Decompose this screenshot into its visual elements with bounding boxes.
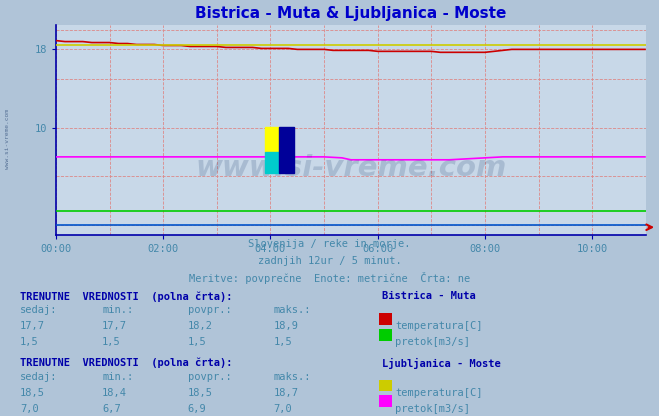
Text: pretok[m3/s]: pretok[m3/s] [395,404,471,414]
Text: 17,7: 17,7 [20,321,45,331]
Text: 18,4: 18,4 [102,388,127,398]
Text: 18,5: 18,5 [188,388,213,398]
Text: 1,5: 1,5 [102,337,121,347]
Text: sedaj:: sedaj: [20,372,57,382]
Text: povpr.:: povpr.: [188,372,231,382]
Text: pretok[m3/s]: pretok[m3/s] [395,337,471,347]
Title: Bistrica - Muta & Ljubljanica - Moste: Bistrica - Muta & Ljubljanica - Moste [195,6,507,21]
Text: Ljubljanica - Moste: Ljubljanica - Moste [382,358,501,369]
Text: www.si-vreme.com: www.si-vreme.com [195,154,507,182]
Text: 1,5: 1,5 [188,337,206,347]
Text: TRENUTNE  VREDNOSTI  (polna črta):: TRENUTNE VREDNOSTI (polna črta): [20,358,232,368]
Text: 17,7: 17,7 [102,321,127,331]
Text: 18,2: 18,2 [188,321,213,331]
Text: 7,0: 7,0 [273,404,292,414]
Text: povpr.:: povpr.: [188,305,231,315]
Text: www.si-vreme.com: www.si-vreme.com [5,109,11,169]
Text: maks.:: maks.: [273,372,311,382]
Text: min.:: min.: [102,372,133,382]
Text: 18,9: 18,9 [273,321,299,331]
Text: maks.:: maks.: [273,305,311,315]
Text: TRENUTNE  VREDNOSTI  (polna črta):: TRENUTNE VREDNOSTI (polna črta): [20,291,232,302]
Text: 18,7: 18,7 [273,388,299,398]
Text: 7,0: 7,0 [20,404,38,414]
Text: 1,5: 1,5 [20,337,38,347]
Bar [265,152,279,173]
Text: Slovenija / reke in morje.: Slovenija / reke in morje. [248,239,411,249]
Text: 6,7: 6,7 [102,404,121,414]
Bar [279,127,294,173]
Text: 18,5: 18,5 [20,388,45,398]
Bar [265,127,279,152]
Text: zadnjih 12ur / 5 minut.: zadnjih 12ur / 5 minut. [258,256,401,266]
Text: Bistrica - Muta: Bistrica - Muta [382,291,476,301]
Text: temperatura[C]: temperatura[C] [395,321,483,331]
Text: 1,5: 1,5 [273,337,292,347]
Text: Meritve: povprečne  Enote: metrične  Črta: ne: Meritve: povprečne Enote: metrične Črta:… [189,272,470,285]
Text: 6,9: 6,9 [188,404,206,414]
Text: min.:: min.: [102,305,133,315]
Text: temperatura[C]: temperatura[C] [395,388,483,398]
Text: sedaj:: sedaj: [20,305,57,315]
